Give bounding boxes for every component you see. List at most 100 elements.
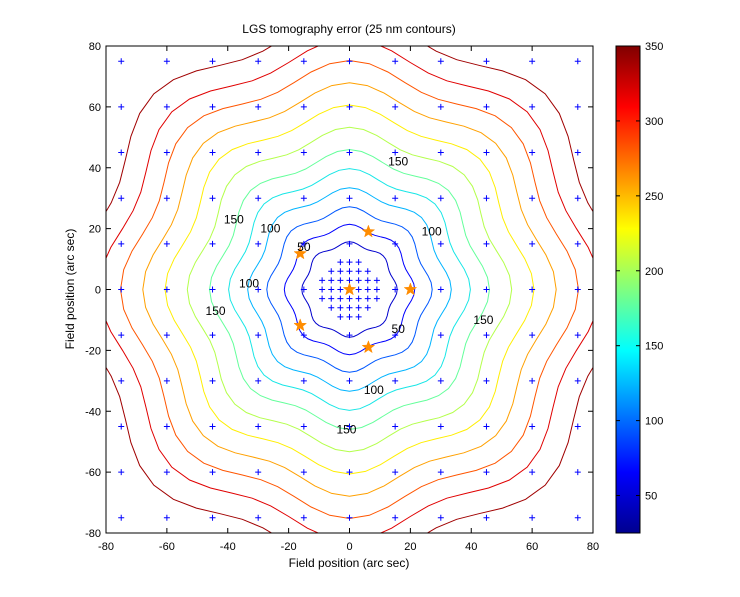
grid-point-marker <box>355 268 362 275</box>
y-tick-label: -80 <box>85 528 101 540</box>
grid-point-marker <box>437 377 444 384</box>
grid-point-marker <box>300 332 307 339</box>
grid-point-marker <box>255 149 262 156</box>
y-tick-label: -20 <box>85 345 101 357</box>
contour-label: 150 <box>388 155 408 169</box>
grid-point-marker <box>300 377 307 384</box>
grid-point-marker <box>118 469 125 476</box>
grid-point-marker <box>328 295 335 302</box>
grid-point-marker <box>337 295 344 302</box>
grid-point-marker <box>328 268 335 275</box>
grid-point-marker <box>163 195 170 202</box>
grid-point-marker <box>118 332 125 339</box>
grid-point-marker <box>574 469 581 476</box>
grid-point-marker <box>255 377 262 384</box>
guide-star-marker <box>361 340 376 354</box>
grid-point-marker <box>118 149 125 156</box>
grid-point-marker <box>118 58 125 65</box>
grid-point-marker <box>118 240 125 247</box>
y-tick-label: 80 <box>89 41 101 53</box>
grid-point-marker <box>163 103 170 110</box>
grid-point-marker <box>574 240 581 247</box>
grid-point-marker <box>118 286 125 293</box>
grid-point-marker <box>437 58 444 65</box>
contour-line <box>283 223 416 356</box>
grid-point-marker <box>328 277 335 284</box>
grid-point-marker <box>163 377 170 384</box>
grid-point-marker <box>319 277 326 284</box>
grid-point-marker <box>337 304 344 311</box>
contour-line <box>106 46 593 533</box>
grid-point-marker <box>364 286 371 293</box>
contour-label: 50 <box>392 322 406 336</box>
grid-point-marker <box>209 58 216 65</box>
contour-line <box>228 168 471 411</box>
grid-point-marker <box>163 58 170 65</box>
grid-point-marker <box>437 423 444 430</box>
contour-labels: 150 100 150 100 50 100 150 150 50 100 150 <box>206 155 494 437</box>
grid-point-marker <box>437 149 444 156</box>
grid-point-marker <box>437 240 444 247</box>
x-tick-label: 60 <box>526 541 538 553</box>
grid-point-marker <box>437 103 444 110</box>
grid-point-marker <box>364 277 371 284</box>
grid-point-marker <box>483 149 490 156</box>
grid-point-marker <box>364 295 371 302</box>
colorbar <box>615 45 641 534</box>
grid-point-marker <box>483 514 490 521</box>
grid-point-marker <box>529 195 536 202</box>
grid-point-marker <box>163 423 170 430</box>
grid-point-marker <box>574 377 581 384</box>
x-tick-label: 0 <box>346 541 352 553</box>
grid-point-marker <box>529 58 536 65</box>
contour-label: 150 <box>336 423 356 437</box>
grid-point-marker <box>118 514 125 521</box>
grid-point-marker <box>483 423 490 430</box>
grid-point-marker <box>529 286 536 293</box>
grid-point-marker <box>346 313 353 320</box>
grid-point-marker <box>209 423 216 430</box>
y-tick-label: 20 <box>89 224 101 236</box>
grid-point-marker <box>364 304 371 311</box>
grid-point-marker <box>346 268 353 275</box>
grid-point-marker <box>346 514 353 521</box>
x-tick-label: 40 <box>465 541 477 553</box>
contour-line <box>266 206 433 373</box>
colorbar-tick-label: 150 <box>645 341 663 353</box>
grid-point-marker <box>346 259 353 266</box>
grid-point-marker <box>255 103 262 110</box>
x-tick-label: -60 <box>159 541 175 553</box>
grid-point-marker <box>392 332 399 339</box>
grid-point-marker <box>392 514 399 521</box>
grid-point-marker <box>483 58 490 65</box>
grid-point-marker <box>437 332 444 339</box>
grid-point-marker <box>346 423 353 430</box>
contour-label: 100 <box>422 225 442 239</box>
grid-point-marker <box>346 240 353 247</box>
grid-point-marker <box>346 332 353 339</box>
grid-point-marker <box>255 514 262 521</box>
grid-point-marker <box>437 469 444 476</box>
grid-point-marker <box>392 469 399 476</box>
grid-point-marker <box>255 286 262 293</box>
contour-line <box>208 148 491 431</box>
contour-line <box>106 46 593 533</box>
y-axis-label: Field position (arc sec) <box>63 229 77 350</box>
grid-point-marker <box>337 286 344 293</box>
grid-point-marker <box>163 469 170 476</box>
grid-point-marker <box>346 195 353 202</box>
grid-point-marker <box>337 313 344 320</box>
guide-star-marker <box>403 282 418 296</box>
grid-point-marker <box>328 286 335 293</box>
grid-point-marker <box>483 240 490 247</box>
grid-point-marker <box>483 469 490 476</box>
grid-point-marker <box>392 149 399 156</box>
guide-stars <box>293 224 418 354</box>
grid-point-marker <box>209 103 216 110</box>
x-tick-label: 80 <box>587 541 599 553</box>
grid-point-marker <box>574 103 581 110</box>
grid-point-marker <box>328 304 335 311</box>
grid-point-marker <box>574 58 581 65</box>
x-tick-label: 20 <box>404 541 416 553</box>
grid-point-marker <box>209 240 216 247</box>
